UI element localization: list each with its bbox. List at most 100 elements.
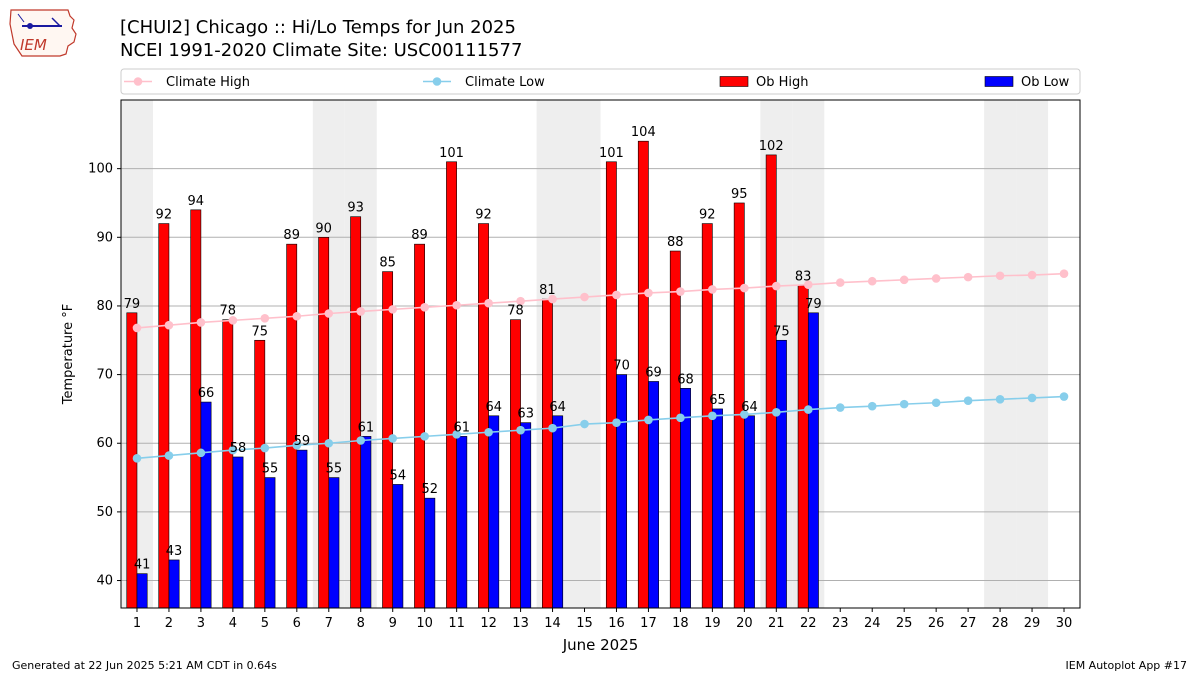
climate-high-point: [420, 303, 429, 312]
ob-low-label: 66: [198, 386, 215, 401]
ob-high-bar: [510, 319, 521, 609]
climate-low-point: [867, 401, 877, 411]
ob-low-label: 58: [230, 441, 247, 456]
ob-low-label: 70: [613, 359, 630, 374]
ob-low-bar: [616, 374, 628, 609]
weekend-shade: [1016, 100, 1049, 608]
ob-low-label: 55: [326, 462, 343, 477]
climate-lines: [132, 269, 1069, 463]
climate-low-point: [132, 454, 142, 463]
climate-low-point: [292, 441, 302, 450]
ob-low-bar: [168, 559, 180, 609]
ob-low-bar: [776, 339, 787, 609]
plot-frame: [120, 99, 1081, 609]
x-tick-label: 25: [896, 616, 913, 631]
x-tick-label: 4: [229, 616, 237, 631]
ob-low-label: 52: [422, 482, 439, 497]
ob-high-label: 89: [411, 228, 428, 243]
ob-high-label: 92: [475, 208, 492, 223]
climate-low-point: [1027, 393, 1037, 403]
climate-high-point: [356, 307, 366, 316]
climate-low-point: [484, 427, 493, 437]
climate-high-point: [772, 281, 781, 291]
x-tick-label: 28: [992, 616, 1009, 631]
ob-low-bar: [488, 415, 500, 609]
climate-high-point: [899, 275, 909, 285]
ob-low-bar: [200, 401, 212, 609]
generated-timestamp: Generated at 22 Jun 2025 5:21 AM CDT in …: [12, 659, 277, 672]
climate-low-point: [324, 438, 334, 448]
ob-low-label: 43: [166, 544, 183, 559]
x-tick-label: 19: [704, 616, 721, 631]
ob-high-label: 78: [507, 304, 524, 319]
y-tick-label: 90: [96, 230, 113, 245]
bar-value-labels: 79 41 92 43 94 66 78 58 75 55 89 59 90 55 93 61 85 54 89 52…: [124, 125, 822, 572]
climate-low-point: [164, 451, 174, 460]
y-tick-label: 70: [96, 368, 113, 383]
ob-low-bar: [648, 381, 659, 609]
climate-low-point: [612, 418, 621, 427]
climate-high-point: [292, 311, 302, 321]
x-tick-label: 15: [576, 616, 593, 631]
x-tick-label: 2: [165, 616, 173, 631]
climate-high-point: [803, 280, 813, 289]
ob-high-label: 92: [699, 208, 716, 223]
ob-high-label: 83: [795, 269, 812, 284]
ob-high-bar: [669, 250, 681, 609]
ob-low-bar: [552, 415, 564, 609]
ob-high-bar: [286, 243, 298, 609]
climate-low-point: [835, 403, 845, 412]
ob-low-bar: [807, 312, 819, 609]
legend-ob-high-swatch: [719, 76, 749, 87]
climate-high-point: [612, 290, 621, 300]
climate-high-line: [136, 272, 1065, 329]
legend-ob-high-label: Ob High: [756, 75, 809, 90]
x-axis-label: June 2025: [562, 636, 639, 654]
ob-low-bar: [296, 449, 308, 609]
chart-subtitle: NCEI 1991-2020 Climate Site: USC00111577: [120, 40, 523, 61]
legend-climate-high-swatch-marker: [133, 77, 143, 86]
x-tick-label: 16: [608, 616, 625, 631]
climate-low-point: [644, 415, 653, 425]
ob-high-label: 102: [759, 139, 784, 154]
app-label: IEM Autoplot App #17: [1065, 659, 1188, 672]
x-tick-label: 20: [736, 616, 753, 631]
ob-high-label: 81: [539, 283, 556, 298]
x-tick-label: 30: [1056, 616, 1073, 631]
ob-low-label: 79: [805, 297, 822, 312]
x-tick-label: 23: [832, 616, 849, 631]
climate-low-point: [1059, 392, 1069, 401]
ob-low-label: 61: [358, 420, 375, 435]
ob-low-bar: [456, 436, 468, 609]
ob-high-bar: [765, 154, 777, 609]
ob-high-label: 95: [731, 187, 748, 202]
x-tick-label: 22: [800, 616, 817, 631]
ob-high-bar: [414, 243, 425, 609]
ob-high-label: 104: [631, 125, 656, 140]
ob-high-label: 101: [599, 146, 624, 161]
climate-high-point: [132, 323, 142, 333]
climate-low-point: [356, 436, 366, 445]
climate-low-point: [772, 408, 781, 417]
y-tick-label: 100: [88, 162, 113, 177]
ob-high-label: 85: [379, 256, 396, 271]
ob-high-bar: [542, 298, 553, 609]
ob-low-label: 63: [517, 407, 534, 422]
climate-low-point: [196, 448, 206, 458]
ob-high-label: 79: [124, 297, 141, 312]
x-tick-label: 11: [448, 616, 465, 631]
ob-low-bar: [360, 436, 372, 609]
climate-high-point: [1027, 270, 1037, 280]
ob-low-label: 65: [709, 393, 726, 408]
ob-high-bar: [478, 223, 489, 609]
ob-high-bar: [605, 161, 617, 609]
climate-high-point: [324, 309, 334, 318]
ob-low-bar: [744, 415, 755, 609]
climate-high-point: [644, 288, 653, 298]
climate-low-point: [420, 432, 429, 441]
climate-high-point: [452, 300, 461, 310]
weekend-shade: [984, 100, 1017, 608]
ob-high-label: 92: [156, 208, 173, 223]
climate-high-point: [1059, 269, 1069, 278]
